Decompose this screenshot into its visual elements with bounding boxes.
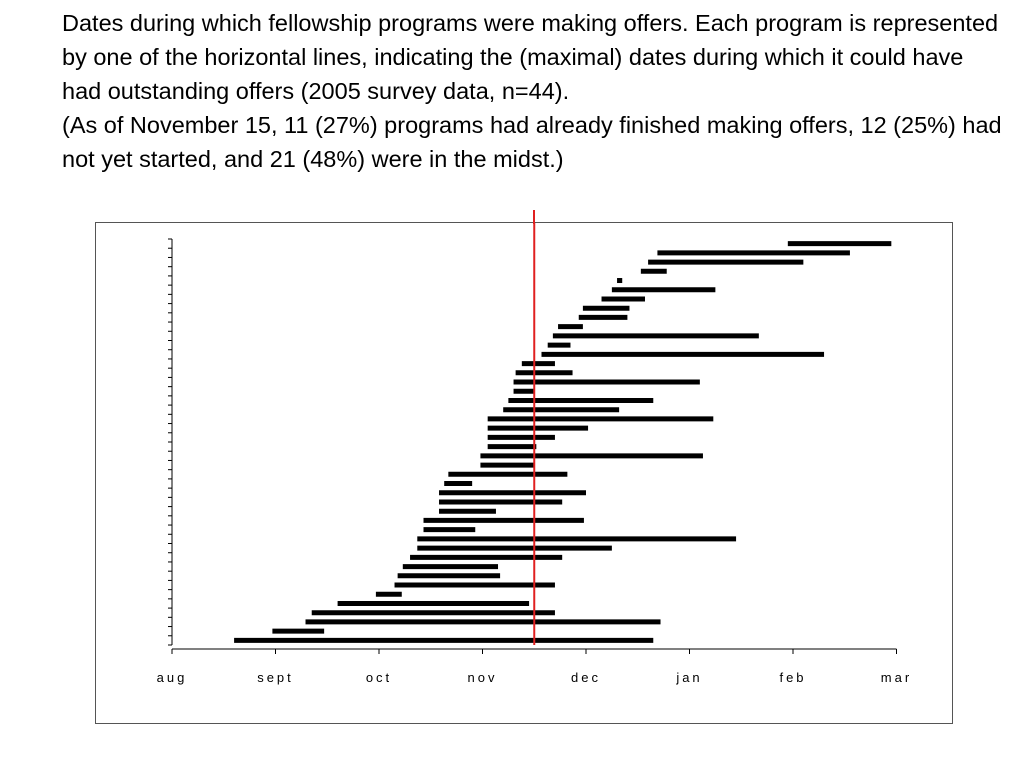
gantt-chart: aug sept oct nov dec jan feb mar xyxy=(157,223,912,685)
program-bars xyxy=(234,241,892,643)
x-tick-label: dec xyxy=(571,670,601,685)
x-tick-label: aug xyxy=(157,670,188,685)
caption-summary: (As of November 15, 11 (27%) programs ha… xyxy=(62,112,1002,172)
x-tick-label: jan xyxy=(675,670,702,685)
x-tick-label: mar xyxy=(881,670,912,685)
x-axis: aug sept oct nov dec jan feb mar xyxy=(157,648,912,685)
caption-description: Dates during which fellowship programs w… xyxy=(62,10,999,104)
x-tick-label: sept xyxy=(257,670,294,685)
chart-frame: aug sept oct nov dec jan feb mar xyxy=(95,210,953,724)
chart-caption: Dates during which fellowship programs w… xyxy=(62,6,1002,176)
reference-line-extension xyxy=(533,210,536,224)
y-axis xyxy=(168,238,173,646)
x-tick-label: feb xyxy=(779,670,806,685)
x-tick-label: oct xyxy=(366,670,392,685)
x-tick-label: nov xyxy=(468,670,498,685)
